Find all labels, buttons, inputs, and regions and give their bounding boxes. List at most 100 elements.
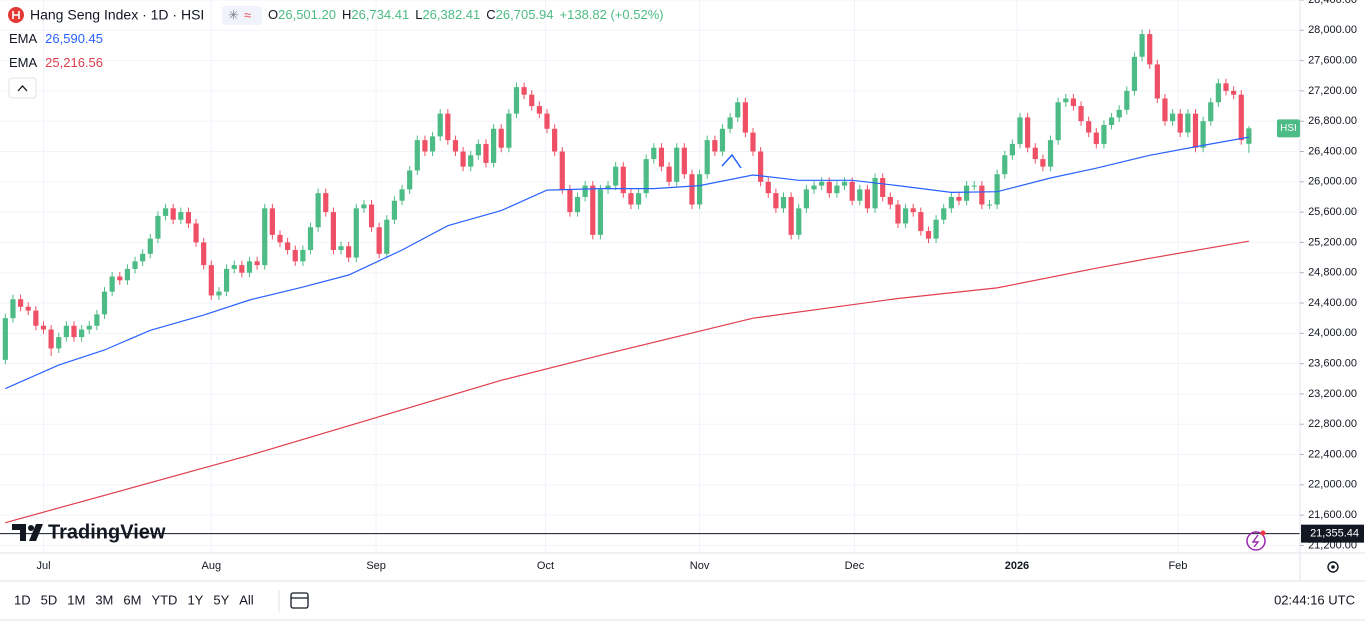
- y-tick-label: 22,400.00: [1308, 448, 1357, 460]
- axes: 21,200.0021,600.0022,000.0022,400.0022,8…: [36, 0, 1364, 572]
- x-tick-label: Feb: [1168, 560, 1187, 572]
- candle-body: [56, 337, 62, 349]
- flag-icon: ≈: [244, 7, 251, 22]
- candle-body: [841, 181, 848, 186]
- ema-line: [5, 136, 1250, 390]
- legend-value: 26,590.45: [45, 31, 103, 46]
- candle-body: [1147, 34, 1153, 65]
- goto-date-icon[interactable]: [290, 592, 309, 609]
- legend-entry: EMA 26,590.45: [9, 31, 103, 46]
- candle-body: [193, 223, 199, 243]
- candle-body: [925, 231, 932, 239]
- candle-body: [872, 178, 878, 209]
- drawing: [721, 153, 742, 169]
- candle-body: [239, 265, 245, 273]
- candle-body: [285, 242, 291, 250]
- x-tick-label: Jul: [36, 560, 50, 572]
- candle-body: [414, 140, 420, 171]
- candle-body: [1009, 143, 1015, 156]
- candle-body: [437, 113, 443, 137]
- candle-body: [452, 140, 459, 152]
- candle-body: [1047, 140, 1054, 167]
- candle-body: [17, 299, 24, 307]
- y-tick-label: 26,800.00: [1308, 115, 1357, 127]
- candle-body: [620, 166, 626, 194]
- legend-value: 25,216.56: [45, 55, 103, 70]
- flag-icon: ✳: [228, 7, 239, 22]
- clock[interactable]: 02:44:16 UTC: [1274, 592, 1355, 607]
- y-tick-label: 23,600.00: [1308, 358, 1357, 370]
- candle-body: [1169, 113, 1176, 122]
- candle-body: [109, 276, 115, 292]
- settings-icon: [1331, 565, 1335, 569]
- symbol-icon-glyph: [12, 11, 20, 19]
- candle-body: [567, 189, 573, 213]
- candle-body: [986, 204, 993, 206]
- x-tick-label: Oct: [537, 560, 554, 572]
- alert-icon[interactable]: [1246, 531, 1266, 551]
- range-button[interactable]: 5Y: [213, 592, 229, 607]
- candle-body: [223, 268, 230, 292]
- range-button[interactable]: 1D: [14, 592, 31, 607]
- ohlc-key: C: [486, 7, 495, 22]
- range-button[interactable]: 1M: [67, 592, 85, 607]
- candle-body: [147, 238, 153, 254]
- candle-body: [368, 204, 375, 228]
- candle-body: [635, 193, 642, 205]
- range-button[interactable]: YTD: [151, 592, 177, 607]
- x-tick-label: 2026: [1005, 560, 1029, 572]
- candle-body: [811, 185, 817, 190]
- ohlc-value: 26,734.41: [351, 7, 409, 22]
- range-button[interactable]: All: [239, 592, 254, 607]
- candle-body: [498, 128, 504, 148]
- candle-body: [361, 204, 367, 209]
- y-tick-label: 22,800.00: [1308, 418, 1357, 430]
- settings-icon[interactable]: [1327, 561, 1339, 573]
- candle-body: [1139, 34, 1145, 57]
- candle-body: [826, 181, 832, 194]
- candle-body: [1177, 113, 1183, 133]
- ohlc-key: O: [268, 7, 278, 22]
- candle-body: [1116, 109, 1122, 118]
- candle-body: [1208, 102, 1214, 122]
- candle-body: [666, 166, 672, 182]
- candle-body: [582, 185, 588, 197]
- plot: [0, 29, 1300, 535]
- ohlc-key: H: [342, 7, 351, 22]
- candle-body: [246, 261, 253, 273]
- candle-body: [971, 185, 977, 187]
- y-tick-label: 24,800.00: [1308, 267, 1357, 279]
- ohlc-key: L: [415, 7, 422, 22]
- candle-body: [559, 151, 565, 190]
- range-button[interactable]: 3M: [95, 592, 113, 607]
- candle-body: [1246, 128, 1252, 144]
- candle-body: [231, 265, 237, 269]
- symbol-tag-label: HSI: [1280, 123, 1297, 134]
- range-button[interactable]: 6M: [123, 592, 141, 607]
- candle-body: [750, 132, 756, 152]
- candle-body: [773, 193, 779, 209]
- logo-mark: [28, 525, 34, 531]
- candle-body: [1192, 113, 1199, 148]
- range-button[interactable]: 5D: [41, 592, 58, 607]
- logo-mark: [29, 524, 43, 541]
- candle-body: [216, 291, 222, 296]
- ema-line: [5, 240, 1250, 524]
- candle-body: [315, 193, 321, 228]
- candle-body: [117, 276, 123, 281]
- candle-body: [292, 249, 298, 262]
- candle-body: [71, 325, 77, 338]
- candle-body: [63, 325, 69, 338]
- x-tick-label: Nov: [690, 560, 710, 572]
- collapse-button[interactable]: [8, 77, 37, 99]
- candle-body: [895, 204, 901, 224]
- candle-body: [346, 246, 352, 258]
- candle-body: [1070, 98, 1077, 107]
- symbol-title[interactable]: Hang Seng Index · 1D · HSI: [30, 7, 204, 23]
- flags-box[interactable]: [222, 6, 262, 25]
- candle-body: [1108, 117, 1115, 125]
- candle-body: [964, 185, 970, 201]
- candle-body: [696, 174, 703, 205]
- range-button[interactable]: 1Y: [187, 592, 203, 607]
